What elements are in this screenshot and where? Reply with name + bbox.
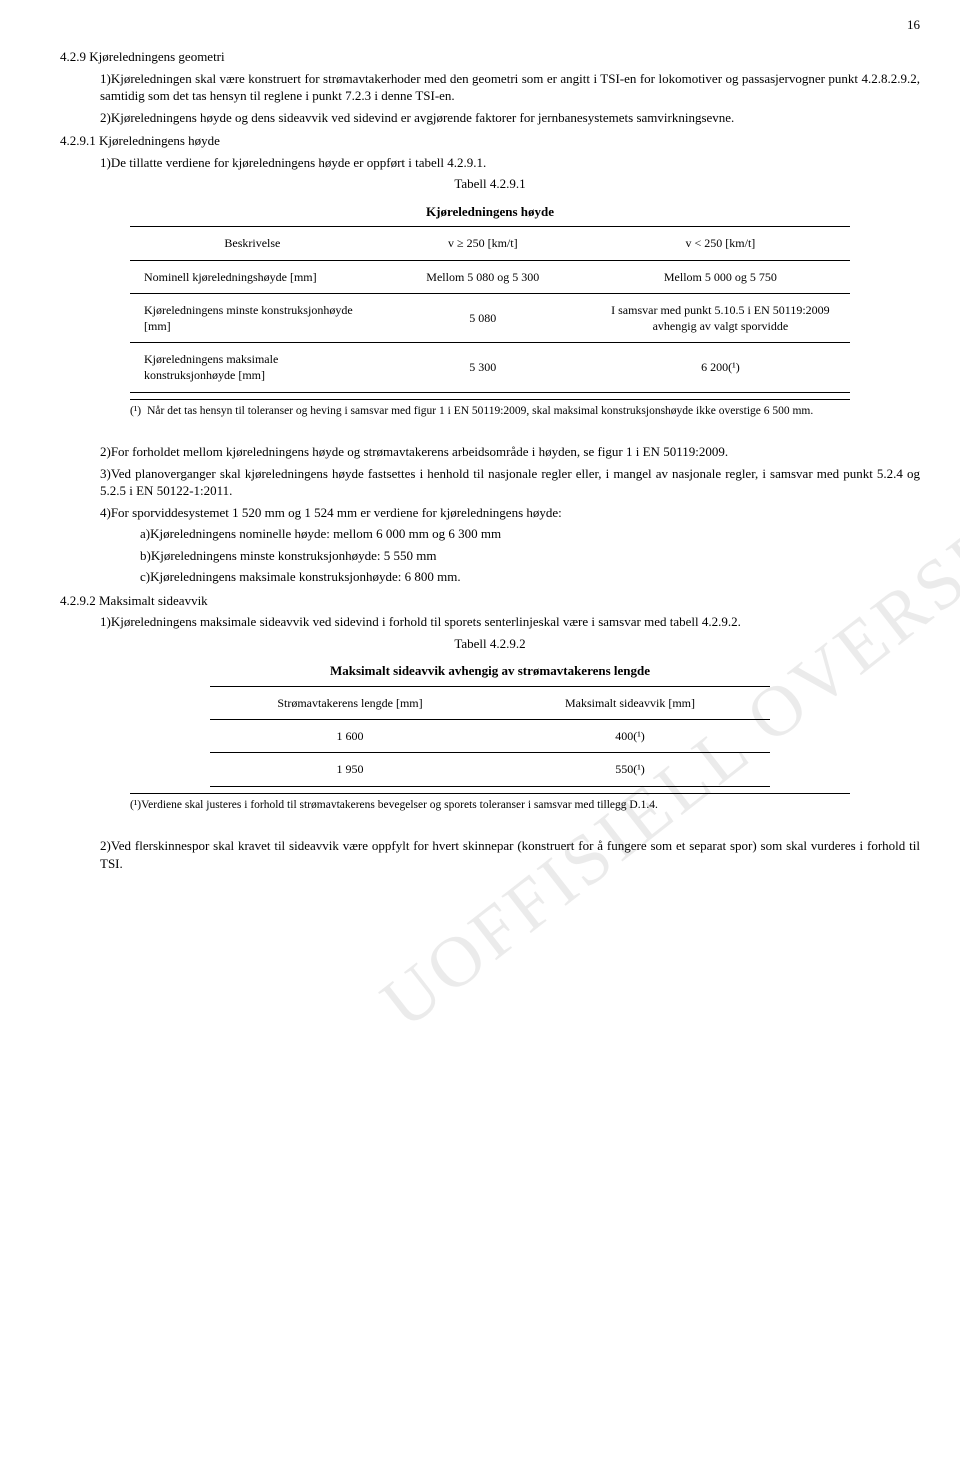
para-4-2-9-2-2: 2)Ved flerskinnespor skal kravet til sid… <box>100 837 920 872</box>
t2-r1c2: 400(¹) <box>490 720 770 753</box>
para-4-2-9-1-4b: b)Kjøreledningens minste konstruksjonhøy… <box>140 547 920 565</box>
t2-r2c1: 1 950 <box>210 753 490 786</box>
table-4-2-9-2-title: Maksimalt sideavvik avhengig av strømavt… <box>60 662 920 680</box>
para-4-2-9-1-1: 1)De tillatte verdiene for kjøreledninge… <box>100 154 920 172</box>
footnote-1-mark: (¹) <box>130 404 141 420</box>
table-4-2-9-2: Strømavtakerens lengde [mm] Maksimalt si… <box>210 686 770 787</box>
t2-r1c1: 1 600 <box>210 720 490 753</box>
heading-4-2-9: 4.2.9 Kjøreledningens geometri <box>60 48 920 66</box>
para-4-2-9-1-4: 4)For sporviddesystemet 1 520 mm og 1 52… <box>100 504 920 522</box>
t1-head-col2: v ≥ 250 [km/t] <box>375 227 591 260</box>
t2-head-col1: Strømavtakerens lengde [mm] <box>210 687 490 720</box>
table-4-2-9-1: Beskrivelse v ≥ 250 [km/t] v < 250 [km/t… <box>130 226 850 392</box>
t2-head-col2: Maksimalt sideavvik [mm] <box>490 687 770 720</box>
t1-r1c1: Nominell kjøreledningshøyde [mm] <box>130 260 375 293</box>
footnote-2-mark: (¹) <box>130 798 141 814</box>
para-4-2-9-2: 2)Kjøreledningens høyde og dens sideavvi… <box>100 109 920 127</box>
t1-head-col3: v < 250 [km/t] <box>591 227 850 260</box>
t1-r2c3: I samsvar med punkt 5.10.5 i EN 50119:20… <box>591 293 850 342</box>
t1-r3c2: 5 300 <box>375 343 591 392</box>
footnote-2-text: Verdiene skal justeres i forhold til str… <box>141 798 658 814</box>
t1-r2c2: 5 080 <box>375 293 591 342</box>
footnote-1-text: Når det tas hensyn til toleranser og hev… <box>147 404 813 420</box>
t1-r3c1: Kjøreledningens maksimale konstruksjonhø… <box>130 343 375 392</box>
page-number: 16 <box>907 16 920 34</box>
para-4-2-9-1-4a: a)Kjøreledningens nominelle høyde: mello… <box>140 525 920 543</box>
para-4-2-9-1: 1)Kjøreledningen skal være konstruert fo… <box>100 70 920 105</box>
t1-head-col1: Beskrivelse <box>130 227 375 260</box>
t1-r1c2: Mellom 5 080 og 5 300 <box>375 260 591 293</box>
t1-r2c1: Kjøreledningens minste konstruksjonhøyde… <box>130 293 375 342</box>
para-4-2-9-1-2: 2)For forholdet mellom kjøreledningens h… <box>100 443 920 461</box>
t2-r2c2: 550(¹) <box>490 753 770 786</box>
heading-4-2-9-1: 4.2.9.1 Kjøreledningens høyde <box>60 132 920 150</box>
t1-r1c3: Mellom 5 000 og 5 750 <box>591 260 850 293</box>
table-4-2-9-1-label: Tabell 4.2.9.1 <box>60 175 920 193</box>
t1-r3c3: 6 200(¹) <box>591 343 850 392</box>
heading-4-2-9-2: 4.2.9.2 Maksimalt sideavvik <box>60 592 920 610</box>
footnote-2: (¹) Verdiene skal justeres i forhold til… <box>130 793 850 814</box>
para-4-2-9-1-4c: c)Kjøreledningens maksimale konstruksjon… <box>140 568 920 586</box>
para-4-2-9-1-3: 3)Ved planoverganger skal kjøreledningen… <box>100 465 920 500</box>
table-4-2-9-2-label: Tabell 4.2.9.2 <box>60 635 920 653</box>
para-4-2-9-2-1: 1)Kjøreledningens maksimale sideavvik ve… <box>100 613 920 631</box>
table-4-2-9-1-title: Kjøreledningens høyde <box>60 203 920 221</box>
footnote-1: (¹) Når det tas hensyn til toleranser og… <box>130 399 850 420</box>
